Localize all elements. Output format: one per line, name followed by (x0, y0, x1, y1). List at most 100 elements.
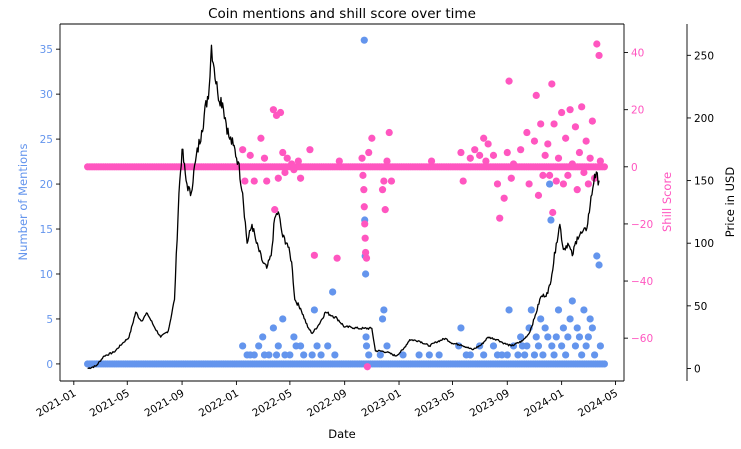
shill-tick-label: −60 (631, 333, 653, 345)
shill-point (559, 180, 568, 188)
shill-point (288, 160, 296, 168)
shill-tick-label: −20 (631, 219, 653, 231)
x-axis-title: Date (328, 427, 356, 441)
shill-point (593, 40, 601, 48)
shill-point (566, 106, 574, 114)
shill-point (250, 177, 258, 185)
shill-point (573, 186, 581, 194)
shill-point (283, 154, 291, 162)
shill-point (537, 120, 545, 128)
mentions-tick-label: 5 (46, 314, 53, 326)
shill-point (365, 148, 373, 157)
mentions-point (324, 342, 332, 350)
mentions-point (250, 351, 258, 359)
mentions-point (265, 351, 273, 359)
mentions-point (290, 333, 298, 341)
shill-point (571, 123, 580, 131)
shill-point (525, 180, 533, 188)
mentions-point (498, 351, 506, 359)
price-axis-ticks: 0 50 100 150 200 250 (687, 50, 714, 375)
mentions-layer (84, 36, 608, 368)
x-tick-label: 2024-05 (576, 387, 620, 419)
mentions-point (568, 297, 576, 305)
shill-point (517, 146, 525, 154)
shill-point (360, 186, 368, 194)
mentions-point (530, 351, 539, 359)
shill-point (257, 134, 265, 142)
mentions-point (580, 306, 588, 314)
shill-point (580, 168, 588, 177)
mentions-point (362, 342, 371, 350)
mentions-point (239, 342, 247, 350)
shill-point (554, 154, 563, 162)
shill-point (539, 171, 547, 179)
shill-point (596, 157, 604, 165)
mentions-point (435, 351, 443, 359)
x-tick-label: 2021-01 (34, 387, 78, 419)
shill-point (306, 146, 314, 154)
x-tick-label: 2023-05 (413, 387, 457, 419)
mentions-point (578, 351, 586, 359)
mentions-axis-title: Number of Mentions (16, 144, 30, 261)
mentions-point (505, 306, 513, 314)
shill-point (459, 177, 467, 185)
mentions-point (376, 351, 384, 359)
shill-point (385, 128, 393, 137)
mentions-point (534, 342, 543, 350)
mentions-axis-ticks: 0 5 10 15 20 25 30 35 (40, 44, 60, 371)
shill-point (383, 157, 391, 165)
x-tick-label: 2022-01 (197, 387, 241, 419)
shill-point (582, 137, 590, 145)
shill-point (360, 203, 368, 211)
mentions-point (573, 324, 581, 332)
mentions-point (562, 351, 570, 359)
x-tick-label: 2021-09 (143, 387, 187, 419)
shill-point (387, 177, 396, 185)
shill-point (294, 157, 302, 165)
mentions-point (425, 351, 433, 359)
mentions-point (255, 342, 263, 350)
shill-axis-ticks: 40 20 0 −20 −40 −60 (624, 48, 653, 345)
shill-point (471, 146, 479, 154)
price-tick-label: 150 (694, 176, 714, 188)
shill-point (279, 148, 287, 157)
shill-tick-label: 0 (631, 162, 638, 174)
shill-point (427, 157, 436, 165)
mentions-point (596, 342, 604, 350)
mentions-point (279, 315, 287, 323)
mentions-point (308, 351, 316, 359)
mentions-point (514, 351, 522, 359)
price-tick-label: 200 (694, 113, 714, 125)
shill-point (361, 220, 369, 228)
shill-point (333, 254, 341, 262)
x-axis-ticks: 2021-01 2021-05 2021-09 2022-01 2022-05 2022-… (34, 381, 620, 420)
shill-point (239, 146, 247, 154)
shill-point (296, 174, 305, 182)
mentions-point (547, 216, 555, 224)
mentions-point (575, 333, 584, 341)
mentions-tick-label: 10 (40, 269, 53, 281)
mentions-point (586, 315, 594, 323)
mentions-point (564, 333, 572, 341)
mentions-tick-label: 25 (40, 134, 53, 146)
shill-point (505, 77, 513, 85)
shill-point (276, 108, 285, 117)
x-tick-label: 2024-01 (522, 387, 566, 419)
shill-point (260, 154, 269, 162)
shill-point (503, 148, 511, 157)
mentions-point (286, 351, 294, 359)
mentions-point (571, 342, 580, 350)
shill-point (480, 134, 488, 142)
shill-point (523, 128, 531, 137)
shill-point (457, 148, 465, 157)
x-tick-label: 2023-01 (360, 387, 404, 419)
mentions-point (527, 306, 535, 314)
shill-point (568, 160, 576, 168)
mentions-point (399, 351, 407, 359)
shill-point (496, 214, 504, 222)
mentions-tick-label: 15 (40, 224, 53, 236)
shill-point (595, 51, 603, 60)
shill-point (271, 206, 279, 214)
